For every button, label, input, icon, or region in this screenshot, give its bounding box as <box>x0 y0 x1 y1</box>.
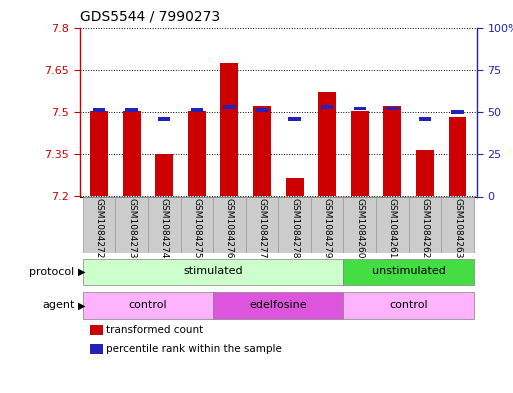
Text: GSM1084263: GSM1084263 <box>453 198 462 259</box>
Bar <box>158 117 170 121</box>
Bar <box>451 110 464 114</box>
Text: GSM1084272: GSM1084272 <box>94 198 104 259</box>
Text: control: control <box>129 300 167 310</box>
Bar <box>188 111 206 196</box>
Text: transformed count: transformed count <box>106 325 204 335</box>
Text: unstimulated: unstimulated <box>372 266 446 276</box>
Bar <box>344 292 474 319</box>
Text: GDS5544 / 7990273: GDS5544 / 7990273 <box>80 9 220 24</box>
Bar <box>83 196 115 253</box>
Bar <box>351 111 369 196</box>
Bar <box>344 196 376 253</box>
Bar <box>311 196 344 253</box>
Bar <box>376 196 409 253</box>
Text: GSM1084276: GSM1084276 <box>225 198 234 259</box>
Bar <box>353 107 366 110</box>
Bar <box>253 106 271 196</box>
Text: GSM1084262: GSM1084262 <box>421 198 429 259</box>
Bar <box>416 150 434 196</box>
Bar <box>288 117 301 121</box>
Bar <box>278 196 311 253</box>
Bar <box>246 196 278 253</box>
Text: GSM1084273: GSM1084273 <box>127 198 136 259</box>
Text: GSM1084275: GSM1084275 <box>192 198 201 259</box>
Text: GSM1084261: GSM1084261 <box>388 198 397 259</box>
Text: ▶: ▶ <box>78 300 86 310</box>
Text: GSM1084260: GSM1084260 <box>356 198 364 259</box>
Bar <box>148 196 181 253</box>
Text: GSM1084274: GSM1084274 <box>160 198 169 259</box>
Text: protocol: protocol <box>29 267 74 277</box>
Text: GSM1084277: GSM1084277 <box>258 198 267 259</box>
Text: agent: agent <box>42 300 74 310</box>
Bar <box>223 105 235 109</box>
Bar <box>318 92 336 196</box>
Bar <box>419 117 431 121</box>
Bar <box>213 196 246 253</box>
Text: edelfosine: edelfosine <box>249 300 307 310</box>
Bar <box>386 107 399 110</box>
Bar <box>115 196 148 253</box>
Bar <box>256 108 268 112</box>
Text: control: control <box>389 300 428 310</box>
Text: stimulated: stimulated <box>183 266 243 276</box>
Text: GSM1084278: GSM1084278 <box>290 198 299 259</box>
Bar <box>409 196 441 253</box>
Bar <box>441 196 474 253</box>
Bar <box>213 292 344 319</box>
Bar <box>286 178 304 196</box>
Bar <box>383 106 401 196</box>
Bar <box>155 154 173 196</box>
Bar <box>221 63 239 196</box>
Bar <box>181 196 213 253</box>
Bar <box>93 108 105 112</box>
Text: percentile rank within the sample: percentile rank within the sample <box>106 344 282 354</box>
Text: GSM1084279: GSM1084279 <box>323 198 332 259</box>
Text: ▶: ▶ <box>78 267 86 277</box>
Bar <box>123 111 141 196</box>
Bar <box>126 108 138 112</box>
Bar <box>344 259 474 285</box>
Bar <box>90 111 108 196</box>
Bar <box>83 259 344 285</box>
Bar <box>448 117 466 196</box>
Bar <box>191 108 203 112</box>
Bar <box>321 105 333 109</box>
Bar <box>83 292 213 319</box>
